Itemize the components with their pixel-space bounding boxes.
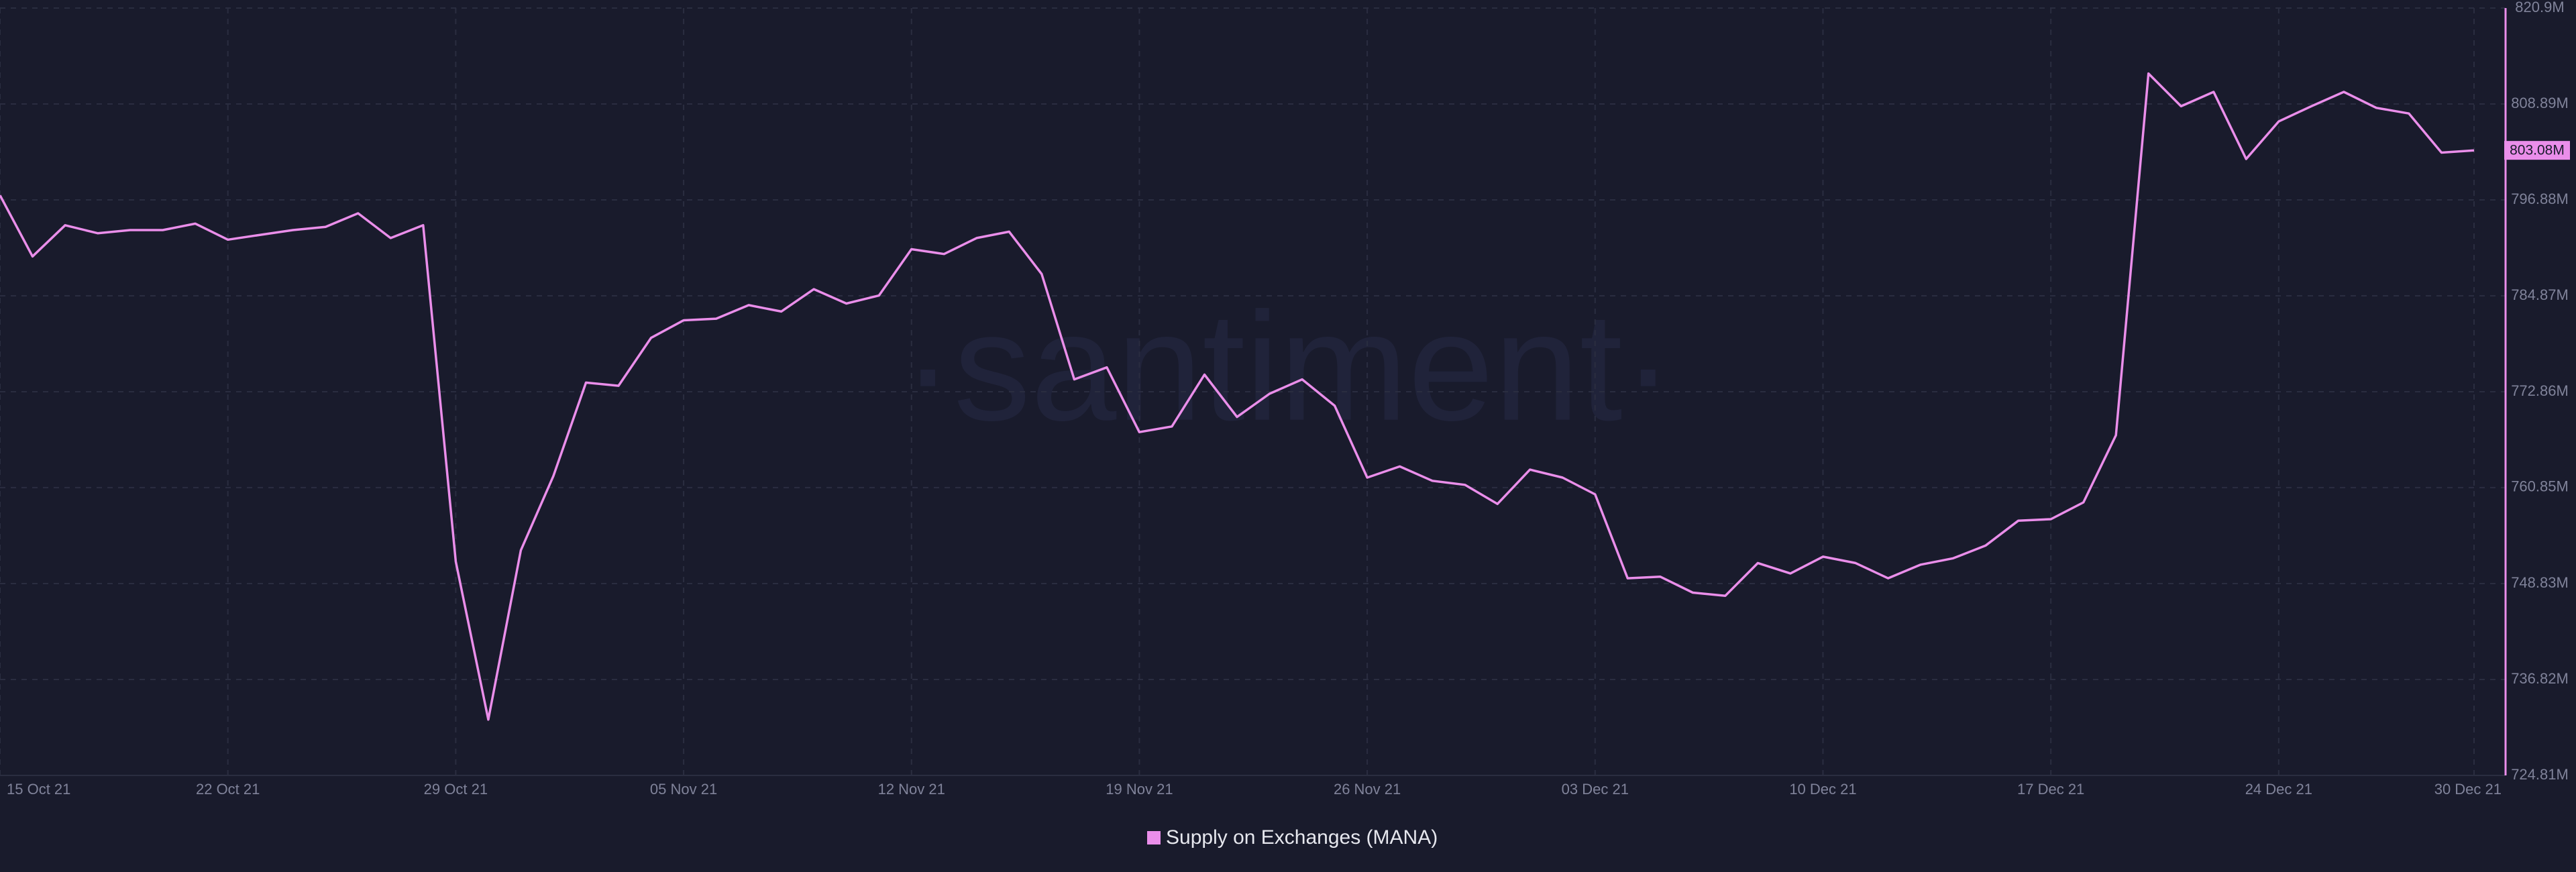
x-tick-label: 26 Nov 21 [1334,781,1401,798]
y-tick-label: 820.9M [2515,0,2564,15]
x-tick-label: 10 Dec 21 [1789,781,1856,798]
watermark: ·santiment· [902,280,1674,453]
value-label-box [2504,141,2570,160]
legend: Supply on Exchanges (MANA) [1147,826,1438,849]
y-tick-label: 796.88M [2511,190,2569,207]
legend-label: Supply on Exchanges (MANA) [1166,826,1438,849]
x-tick-label: 05 Nov 21 [650,781,717,798]
value-label: 803.08M [2510,143,2565,158]
y-tick-label: 808.89M [2511,95,2569,111]
y-tick-label: 736.82M [2511,670,2569,687]
x-tick-label: 17 Dec 21 [2017,781,2084,798]
y-tick-label: 724.81M [2511,766,2569,783]
x-tick-label: 22 Oct 21 [196,781,260,798]
y-tick-label: 772.86M [2511,382,2569,399]
x-tick-label: 12 Nov 21 [878,781,945,798]
x-tick-label: 15 Oct 21 [7,781,70,798]
series-line [0,72,2475,721]
y-tick-label: 784.87M [2511,286,2569,303]
x-tick-label: 19 Nov 21 [1106,781,1173,798]
legend-swatch [1147,831,1161,844]
x-tick-label: 03 Dec 21 [1562,781,1629,798]
y-tick-label: 748.83M [2511,574,2569,591]
y-tick-label: 760.85M [2511,478,2569,495]
x-tick-label: 30 Dec 21 [2434,781,2502,798]
x-tick-label: 29 Oct 21 [424,781,488,798]
x-tick-label: 24 Dec 21 [2245,781,2312,798]
